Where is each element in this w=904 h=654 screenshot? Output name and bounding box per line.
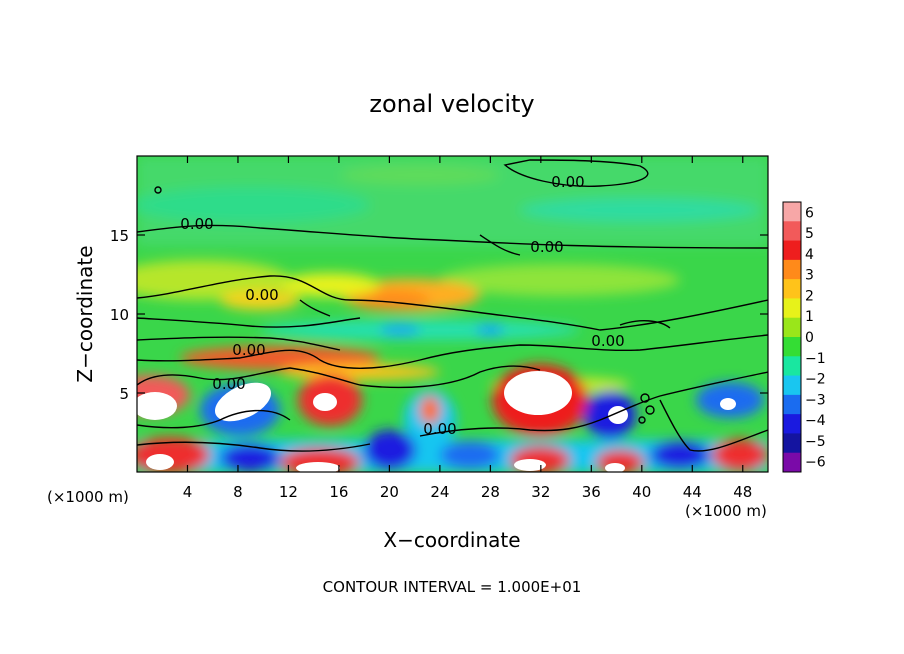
colorbar-swatch: [783, 452, 801, 473]
colorbar-label: −6: [805, 455, 826, 471]
contour-interval-text: CONTOUR INTERVAL = 1.000E+01: [323, 578, 582, 596]
x-tick-label: 4: [183, 483, 193, 501]
y-tick-label: 5: [119, 385, 129, 403]
colorbar-label: −4: [805, 413, 826, 429]
colorbar-label: 1: [805, 309, 814, 325]
x-tick-label: 40: [632, 483, 651, 501]
colorbar-label: −2: [805, 372, 826, 388]
x-tick-label: 44: [683, 483, 702, 501]
contour-label: 0.00: [591, 332, 624, 350]
colorbar-label: 3: [805, 268, 814, 284]
colorbar-frame: [782, 201, 802, 473]
x-unit-left: (×1000 m): [47, 488, 129, 506]
colorbar-swatch: [783, 394, 801, 415]
colorbar-swatch: [783, 240, 801, 261]
colorbar-swatch: [783, 356, 801, 377]
colorbar-label: 6: [805, 205, 814, 221]
contour-label: 0.00: [212, 375, 245, 393]
colorbar-swatch: [783, 317, 801, 338]
x-tick-label: 48: [733, 483, 752, 501]
y-tick-label: 10: [110, 306, 129, 324]
colorbar-label: 5: [805, 226, 814, 242]
colorbar-label: 2: [805, 288, 814, 304]
x-tick-label: 32: [531, 483, 550, 501]
x-tick-label: 12: [279, 483, 298, 501]
x-axis: 4 8 12 16 20 24 28 32 36 40 44 48: [183, 156, 752, 501]
x-tick-label: 28: [481, 483, 500, 501]
colorbar: 6 5 4 3 2 1 0 −1 −2 −3 −4 −5 −6: [782, 201, 826, 473]
contour-lines: [137, 159, 768, 452]
contour-label: 0.00: [423, 420, 456, 438]
contour-labels: 0.00 0.00 0.00 0.00 0.00 0.00 0.00 0.00: [180, 173, 624, 438]
colorbar-swatch: [783, 414, 801, 434]
colorbar-swatch: [783, 202, 801, 222]
colorbar-label: 4: [805, 247, 814, 263]
colorbar-label: −1: [805, 351, 826, 367]
contour-label: 0.00: [232, 341, 265, 359]
y-tick-label: 15: [110, 227, 129, 245]
colorbar-label: −5: [805, 434, 826, 450]
colorbar-label: 0: [805, 330, 814, 346]
colorbar-swatch: [783, 279, 801, 299]
colorbar-swatch: [783, 433, 801, 454]
colorbar-swatch: [783, 298, 801, 319]
x-unit-right: (×1000 m): [685, 502, 767, 520]
x-tick-label: 20: [380, 483, 399, 501]
x-axis-label: X−coordinate: [383, 528, 520, 552]
colorbar-swatch: [783, 221, 801, 242]
x-tick-label: 36: [582, 483, 601, 501]
colorbar-swatch: [783, 259, 801, 280]
contour-label: 0.00: [180, 215, 213, 233]
contour-label: 0.00: [551, 173, 584, 191]
colorbar-swatch: [783, 337, 801, 357]
chart-title: zonal velocity: [369, 90, 534, 118]
y-axis: 5 10 15: [110, 227, 768, 403]
colorbar-swatch: [783, 375, 801, 396]
x-tick-label: 16: [329, 483, 348, 501]
colorbar-label: −3: [805, 392, 826, 408]
contour-label: 0.00: [530, 238, 563, 256]
contour-label: 0.00: [245, 286, 278, 304]
x-tick-label: 8: [233, 483, 243, 501]
x-tick-label: 24: [430, 483, 449, 501]
y-axis-label: Z−coordinate: [73, 245, 97, 382]
heatmap-field: [137, 156, 768, 472]
